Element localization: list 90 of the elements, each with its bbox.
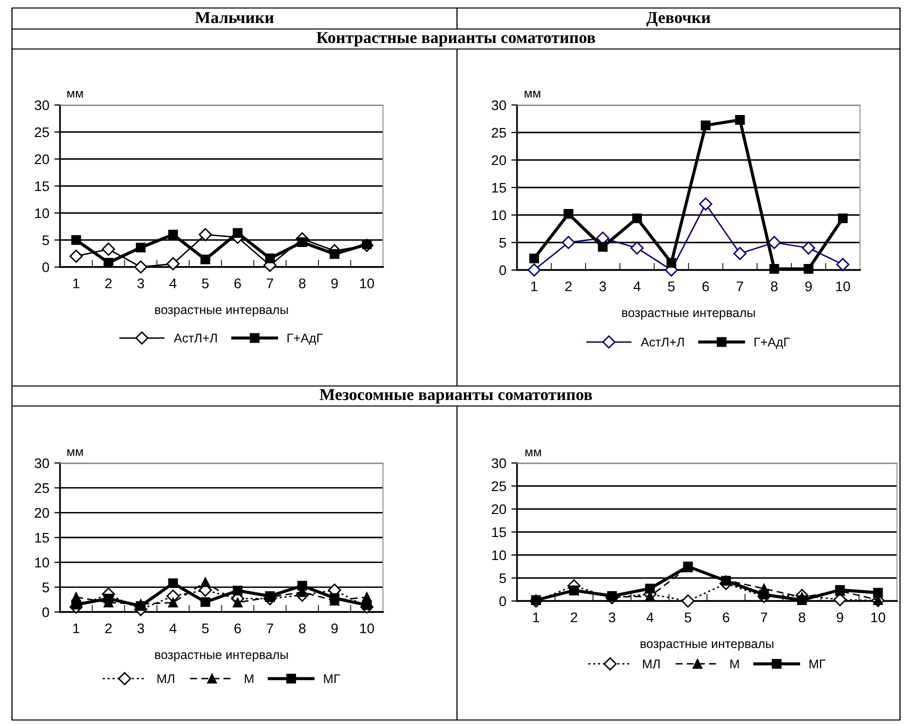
x-tick-label: 2 [105, 623, 112, 634]
y-tick-label: 0 [499, 596, 506, 606]
x-tick-label: 8 [298, 278, 306, 288]
x-tick-label: 9 [331, 278, 338, 288]
x-tick-label: 4 [170, 624, 177, 634]
y-axis-title: мм [525, 450, 541, 456]
legend-label: М [244, 674, 254, 683]
x-tick-label: 7 [736, 282, 744, 292]
x-tick-label: 6 [702, 281, 709, 292]
x-tick-label: 4 [170, 278, 177, 288]
x-tick-label: 8 [798, 612, 806, 622]
x-tick-label: 7 [760, 612, 768, 622]
y-axis-title: мм [524, 90, 540, 98]
x-tick-label: 10 [871, 612, 886, 622]
x-tick-label: 2 [105, 278, 112, 288]
x-tick-label: 2 [570, 612, 578, 622]
y-tick-label: 0 [499, 265, 506, 276]
y-tick-label: 0 [42, 607, 50, 618]
x-tick-label: 10 [360, 623, 374, 634]
y-tick-label: 10 [492, 550, 506, 560]
y-tick-label: 30 [492, 458, 506, 468]
x-tick-label: 5 [202, 278, 209, 288]
x-axis-title: возрастные интервалы [155, 652, 288, 662]
x-tick-label: 1 [531, 282, 538, 292]
x-tick-label: 10 [836, 281, 850, 292]
y-tick-label: 25 [492, 481, 506, 492]
legend-label: М [730, 660, 739, 668]
y-tick-label: 10 [35, 208, 50, 218]
x-tick-label: 8 [298, 623, 306, 634]
x-tick-label: 6 [234, 623, 241, 634]
legend-label: МГ [810, 660, 826, 668]
x-tick-label: 5 [202, 624, 209, 634]
y-tick-label: 15 [35, 181, 50, 192]
y-axis-title: мм [67, 449, 83, 456]
x-tick-label: 6 [722, 612, 730, 622]
y-tick-label: 5 [499, 238, 506, 248]
x-tick-label: 1 [73, 278, 80, 288]
x-tick-label: 3 [599, 281, 606, 292]
legend-label: Г+АдГ [754, 338, 790, 349]
y-tick-label: 15 [492, 527, 506, 538]
y-tick-label: 5 [42, 235, 49, 246]
y-tick-label: 20 [492, 155, 506, 166]
x-tick-label: 7 [266, 278, 274, 288]
x-tick-label: 6 [234, 278, 241, 288]
x-tick-label: 9 [805, 281, 812, 292]
y-tick-label: 20 [492, 504, 506, 514]
x-axis-title: возрастные интервалы [155, 307, 288, 317]
x-tick-label: 2 [565, 281, 572, 292]
y-tick-label: 30 [34, 100, 50, 110]
y-tick-label: 0 [42, 262, 50, 272]
x-tick-label: 5 [684, 612, 692, 622]
y-tick-label: 15 [35, 532, 50, 543]
x-tick-label: 9 [836, 612, 844, 622]
x-tick-label: 9 [331, 623, 338, 634]
y-tick-label: 20 [34, 508, 50, 518]
x-tick-label: 5 [668, 282, 675, 292]
y-tick-label: 5 [499, 573, 506, 584]
text: Мезосомные варианты соматотипов [320, 389, 592, 404]
legend-label: МЛ [158, 674, 174, 684]
text: Контрастные варианты соматотипов [316, 32, 596, 47]
x-tick-label: 3 [137, 278, 144, 288]
x-tick-label: 3 [137, 623, 144, 634]
legend-label: АстЛ+Л [174, 334, 217, 343]
y-axis-title: мм [67, 90, 83, 98]
y-tick-label: 25 [34, 127, 50, 138]
y-tick-label: 10 [35, 558, 50, 568]
y-tick-label: 30 [34, 458, 50, 468]
y-tick-label: 20 [34, 154, 50, 164]
legend-label: АстЛ+Л [640, 338, 684, 347]
x-axis-title: возрастные интервалы [640, 641, 774, 651]
chart-title: Мальчики [195, 12, 274, 24]
x-tick-label: 4 [634, 282, 641, 292]
x-tick-label: 3 [608, 612, 616, 622]
legend-label: МЛ [643, 660, 660, 668]
x-axis-title: возрастные интервалы [622, 310, 755, 320]
y-tick-label: 15 [492, 182, 506, 193]
y-tick-label: 25 [34, 483, 50, 494]
y-tick-label: 10 [492, 210, 506, 220]
x-tick-label: 8 [770, 281, 778, 292]
legend-label: Г+АдГ [288, 334, 323, 345]
y-tick-label: 30 [492, 100, 506, 110]
x-tick-label: 1 [73, 624, 80, 634]
x-tick-label: 7 [266, 624, 274, 634]
y-tick-label: 5 [42, 582, 49, 592]
legend-label: МГ [324, 674, 340, 683]
x-tick-label: 1 [533, 612, 540, 622]
x-tick-label: 10 [360, 278, 374, 288]
y-tick-label: 25 [492, 128, 506, 138]
x-tick-label: 4 [646, 612, 654, 622]
chart-title: Девочки [646, 12, 710, 27]
